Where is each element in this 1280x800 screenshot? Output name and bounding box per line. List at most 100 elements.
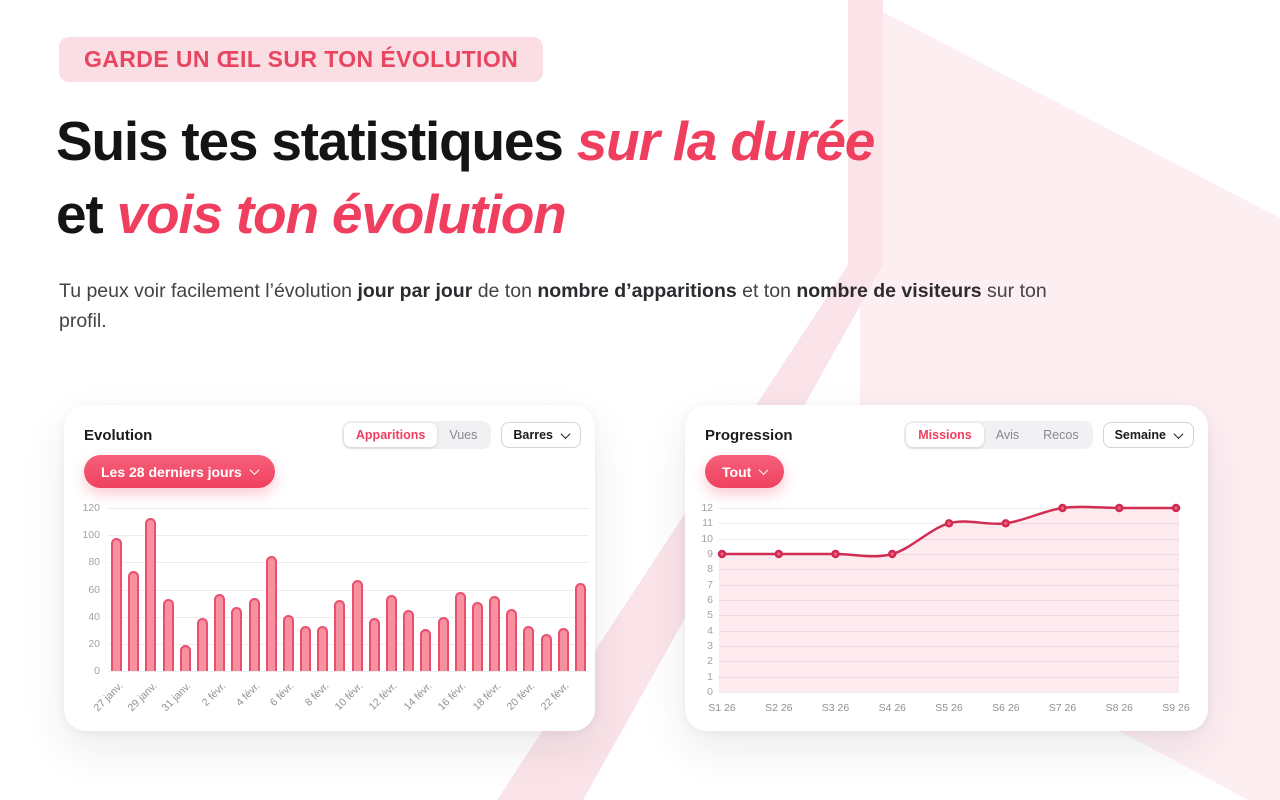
x-tick-label: S3 26 bbox=[821, 702, 850, 714]
x-tick-label: S1 26 bbox=[708, 702, 736, 714]
description-segment: Tu peux voir facilement l’évolution bbox=[59, 280, 358, 302]
bar bbox=[111, 537, 123, 671]
bar bbox=[248, 597, 260, 671]
title-text-black-2: et bbox=[56, 183, 117, 245]
evolution-card-title: Evolution bbox=[84, 426, 153, 444]
data-point-center bbox=[1174, 506, 1178, 510]
chevron-down-icon bbox=[758, 465, 769, 476]
y-tick-label: 40 bbox=[88, 610, 100, 623]
y-tick-label: 0 bbox=[707, 686, 713, 698]
bar bbox=[540, 634, 552, 671]
gridline bbox=[719, 661, 1179, 663]
chevron-down-icon bbox=[560, 428, 571, 439]
x-tick-label: S9 26 bbox=[1162, 702, 1190, 714]
description-segment-bold: jour par jour bbox=[357, 280, 473, 302]
gridline bbox=[108, 535, 589, 537]
data-point-center bbox=[1060, 506, 1065, 510]
x-tick-label: S2 26 bbox=[765, 702, 793, 714]
evolution-card-controls: Apparitions Vues Barres bbox=[341, 421, 581, 449]
tab-avis[interactable]: Avis bbox=[995, 428, 1020, 442]
y-tick-label: 8 bbox=[707, 563, 713, 576]
gridline bbox=[719, 584, 1179, 586]
bar bbox=[334, 600, 346, 671]
gridline bbox=[108, 562, 589, 564]
scope-pill[interactable]: Tout bbox=[705, 455, 785, 488]
y-tick-label: 6 bbox=[707, 594, 713, 606]
page-title: Suis tes statistiques sur la durée et vo… bbox=[56, 105, 1159, 251]
description-text: Tu peux voir facilement l’évolution jour… bbox=[59, 276, 1099, 336]
gridline bbox=[719, 676, 1179, 678]
chart-type-select[interactable]: Barres bbox=[501, 422, 581, 448]
bar bbox=[128, 570, 140, 671]
bar bbox=[265, 555, 277, 671]
area-fill bbox=[719, 506, 1179, 692]
x-tick-label: S7 26 bbox=[1048, 702, 1077, 714]
gridline bbox=[719, 630, 1179, 632]
bar bbox=[454, 592, 466, 671]
period-select-value: Semaine bbox=[1114, 428, 1166, 442]
x-tick-label: S8 26 bbox=[1105, 702, 1134, 714]
tab-vues[interactable]: Vues bbox=[449, 428, 478, 442]
progression-card-header: Progression Missions Avis Recos Semaine bbox=[685, 405, 1208, 449]
date-range-pill-label: Les 28 derniers jours bbox=[101, 463, 242, 480]
bar bbox=[385, 594, 397, 671]
progression-metric-tabs: Missions Avis Recos bbox=[904, 421, 1093, 449]
x-tick-label: S5 26 bbox=[935, 702, 963, 714]
bar bbox=[471, 601, 483, 671]
y-tick-label: 20 bbox=[88, 637, 100, 650]
y-tick-label: 10 bbox=[701, 532, 713, 545]
gridline bbox=[719, 554, 1179, 555]
description-segment-bold: nombre d’apparitions bbox=[537, 280, 737, 302]
description-segment: sur ton profil. bbox=[59, 280, 1047, 332]
y-tick-label: 9 bbox=[707, 548, 713, 560]
gridline bbox=[719, 508, 1179, 509]
tab-apparitions[interactable]: Apparitions bbox=[343, 423, 438, 447]
tab-recos[interactable]: Recos bbox=[1043, 428, 1079, 442]
gridline bbox=[108, 508, 589, 509]
title-text-black-1: Suis tes statistiques bbox=[56, 110, 577, 172]
gridline bbox=[719, 646, 1179, 647]
y-tick-label: 7 bbox=[707, 578, 713, 591]
gridline bbox=[719, 538, 1179, 540]
y-tick-label: 12 bbox=[701, 502, 713, 514]
data-point-center bbox=[1117, 506, 1121, 510]
y-tick-label: 1 bbox=[707, 670, 713, 683]
line-series bbox=[717, 503, 1181, 692]
hero-section: GARDE UN ŒIL SUR TON ÉVOLUTION Suis tes … bbox=[56, 37, 1159, 336]
bar bbox=[231, 607, 243, 671]
title-text-pink-1: sur la durée bbox=[576, 110, 876, 172]
bar bbox=[574, 582, 586, 671]
chart-type-select-value: Barres bbox=[513, 428, 553, 442]
bar bbox=[282, 615, 294, 671]
gridline bbox=[108, 589, 589, 591]
bar bbox=[437, 616, 449, 671]
chevron-down-icon bbox=[1173, 428, 1184, 439]
y-tick-label: 80 bbox=[88, 556, 100, 569]
y-tick-label: 100 bbox=[82, 529, 100, 542]
x-tick-label: S6 26 bbox=[992, 702, 1020, 714]
y-tick-label: 0 bbox=[94, 665, 100, 677]
bar bbox=[179, 645, 191, 671]
bar bbox=[300, 626, 312, 671]
data-point-center bbox=[777, 552, 781, 556]
bar bbox=[197, 618, 208, 671]
bar bbox=[506, 608, 518, 671]
x-tick-label: S4 26 bbox=[878, 702, 907, 714]
gridline bbox=[719, 569, 1179, 571]
period-select[interactable]: Semaine bbox=[1102, 422, 1194, 448]
gridline bbox=[108, 616, 589, 618]
data-point-center bbox=[947, 521, 951, 525]
bar bbox=[557, 627, 569, 671]
bar bbox=[403, 609, 415, 671]
y-tick-label: 4 bbox=[707, 624, 713, 637]
progression-card: Progression Missions Avis Recos Semaine … bbox=[685, 405, 1208, 731]
progression-card-title: Progression bbox=[705, 426, 793, 444]
eyebrow-badge: GARDE UN ŒIL SUR TON ÉVOLUTION bbox=[59, 37, 544, 82]
evolution-card-header: Evolution Apparitions Vues Barres bbox=[64, 405, 595, 449]
description-segment-bold: nombre de visiteurs bbox=[796, 280, 982, 302]
bar bbox=[162, 599, 174, 671]
progression-card-controls: Missions Avis Recos Semaine bbox=[904, 421, 1194, 449]
tab-missions[interactable]: Missions bbox=[906, 423, 984, 447]
gridline bbox=[108, 643, 589, 645]
date-range-pill[interactable]: Les 28 derniers jours bbox=[84, 455, 275, 488]
